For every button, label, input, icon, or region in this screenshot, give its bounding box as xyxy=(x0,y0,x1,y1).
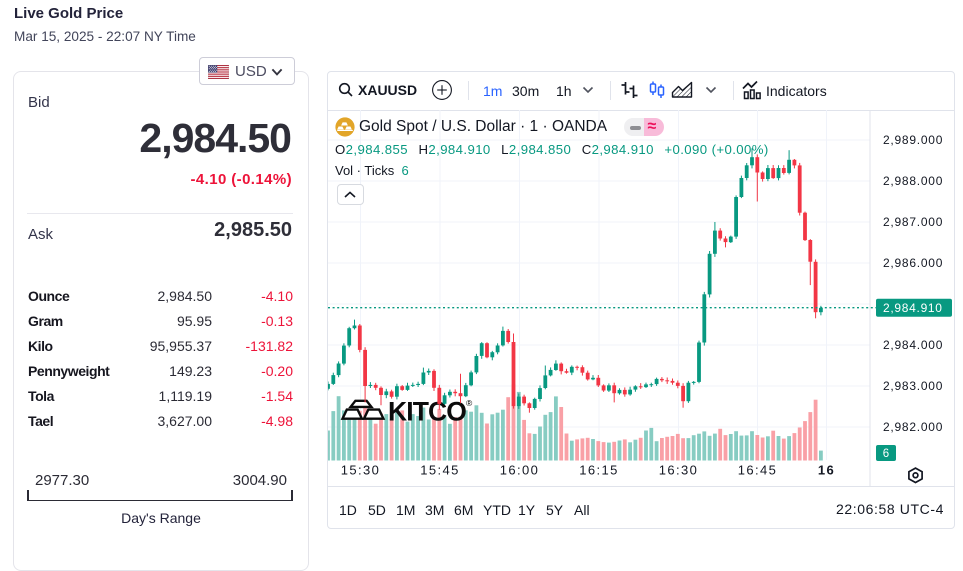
svg-text:2,983.000: 2,983.000 xyxy=(883,379,943,393)
svg-text:®: ® xyxy=(466,398,473,408)
svg-text:16:45: 16:45 xyxy=(738,463,778,478)
svg-text:16:30: 16:30 xyxy=(659,463,699,478)
svg-text:16:00: 16:00 xyxy=(500,463,540,478)
svg-text:2,986.000: 2,986.000 xyxy=(883,256,943,270)
svg-text:15:30: 15:30 xyxy=(341,463,381,478)
svg-text:2,984.000: 2,984.000 xyxy=(883,338,943,352)
svg-text:16: 16 xyxy=(818,463,835,478)
svg-text:KITCO: KITCO xyxy=(388,396,466,426)
svg-text:2,984.910: 2,984.910 xyxy=(883,301,943,315)
svg-text:2,989.000: 2,989.000 xyxy=(883,133,943,147)
svg-text:2,982.000: 2,982.000 xyxy=(883,420,943,434)
svg-text:2,987.000: 2,987.000 xyxy=(883,215,943,229)
svg-text:2,988.000: 2,988.000 xyxy=(883,174,943,188)
svg-text:15:45: 15:45 xyxy=(420,463,460,478)
svg-text:16:15: 16:15 xyxy=(579,463,619,478)
svg-text:6: 6 xyxy=(883,448,889,460)
